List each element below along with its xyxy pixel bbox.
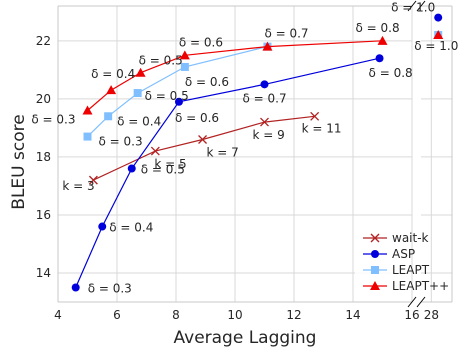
asp-point [127, 164, 136, 173]
data-label: δ = 0.4 [117, 114, 161, 128]
x-tick-label: 10 [227, 308, 242, 322]
asp-point [375, 54, 384, 63]
axis-break-mark [407, 0, 417, 12]
x-marker-stroke [310, 111, 320, 121]
data-label: δ = 0.5 [141, 163, 185, 177]
asp-point [98, 222, 107, 231]
data-label: k = 5 [154, 157, 186, 171]
series-wait-k [88, 111, 320, 185]
legend-entry-leapt: LEAPT [363, 263, 430, 277]
data-label: δ = 0.8 [356, 21, 400, 35]
grid [57, 6, 452, 302]
y-tick-label: 16 [36, 208, 51, 222]
axis-break-mark [416, 296, 426, 308]
wait-k-point [260, 117, 269, 127]
asp-point [174, 97, 183, 106]
x-tick-label: 6 [113, 308, 121, 322]
axes-frame [57, 0, 453, 308]
legend-label: ASP [392, 247, 415, 261]
data-label: δ = 0.4 [91, 67, 135, 81]
y-tick-label: 20 [36, 92, 51, 106]
legend-label: LEAPT++ [392, 279, 449, 293]
series-layer [71, 13, 444, 292]
data-label: δ = 0.5 [145, 89, 189, 103]
legend-entry-asp: ASP [363, 247, 415, 261]
wait-k-point [88, 175, 98, 185]
data-label: δ = 1.0 [414, 39, 458, 53]
legend-marker [371, 266, 379, 274]
y-tick-label: 22 [36, 34, 51, 48]
x-marker-stroke [260, 117, 269, 127]
leapt-point [133, 89, 142, 98]
leapt-point [83, 132, 92, 141]
x-marker-stroke [198, 135, 208, 144]
leaptplusplus-point [82, 105, 93, 115]
leaptplusplus-point [106, 85, 117, 95]
tick-labels: 4 6 8 10 12 14 16 28 14 16 18 20 22 [36, 34, 439, 322]
x-marker-stroke [150, 146, 160, 156]
data-label: δ = 0.7 [243, 91, 287, 105]
axis-break-mark [416, 0, 426, 12]
wait-k-point [310, 111, 320, 121]
data-label: k = 3 [62, 179, 94, 193]
data-label: δ = 0.6 [175, 111, 219, 125]
x-tick-label: 12 [286, 308, 301, 322]
data-label: δ = 0.6 [185, 75, 229, 89]
leaptplusplus-point [377, 35, 388, 45]
x-axis-title: Average Lagging [174, 328, 317, 348]
data-label: δ = 0.6 [179, 35, 223, 49]
data-label: δ = 0.7 [264, 27, 308, 41]
y-tick-label: 14 [36, 266, 51, 280]
series-asp [71, 13, 443, 292]
legend-label: LEAPT [392, 263, 430, 277]
data-label: k = 7 [207, 145, 239, 159]
series-leaptplusplus [82, 30, 444, 115]
legend-label: wait-k [392, 231, 429, 245]
x-tick-label: 8 [172, 308, 180, 322]
data-label: δ = 0.3 [88, 281, 132, 295]
plot-area-right [421, 6, 452, 302]
series-line-asp [75, 57, 380, 288]
leapt-point [180, 62, 189, 71]
data-label: δ = 0.3 [31, 112, 75, 126]
legend: wait-k ASP LEAPT LEAPT++ [355, 228, 449, 294]
data-label: δ = 0.8 [369, 66, 413, 80]
x-tick-label-right: 28 [424, 308, 439, 322]
legend-entry-wait-k: wait-k [363, 231, 429, 245]
legend-marker [370, 233, 380, 243]
data-label: δ = 0.4 [109, 221, 153, 235]
x-tick-label: 14 [345, 308, 360, 322]
x-tick-label: 4 [54, 308, 62, 322]
data-label: k = 9 [253, 128, 285, 142]
leaptplusplus-point [135, 67, 146, 77]
data-label: δ = 0.3 [99, 135, 143, 149]
wait-k-point [198, 135, 208, 144]
leaptplusplus-point [179, 50, 190, 60]
legend-marker [371, 250, 379, 258]
y-axis-title: BLEU score [9, 114, 29, 209]
leapt-point [104, 112, 113, 121]
x-marker-stroke [370, 233, 380, 243]
data-label: k = 11 [302, 121, 342, 135]
asp-point [260, 80, 269, 89]
wait-k-point [150, 146, 160, 156]
annotations: k = 3 k = 5 k = 7 k = 9 k = 11 δ = 0.3 δ = 0.4… [31, 1, 458, 296]
legend-box [355, 228, 411, 294]
y-tick-label: 18 [36, 150, 51, 164]
legend-marker [370, 281, 380, 290]
axis-break-mark [407, 296, 417, 308]
asp-point [71, 283, 80, 292]
asp-point [434, 13, 443, 22]
x-tick-label: 16 [404, 308, 419, 322]
legend-entry-leaptplusplus: LEAPT++ [363, 279, 449, 293]
data-label: δ = 1.0 [391, 1, 435, 15]
data-label: δ = 0.5 [139, 54, 183, 68]
leaptplusplus-point [433, 30, 444, 40]
leaptplusplus-point [262, 41, 273, 51]
x-marker-stroke [88, 175, 98, 185]
